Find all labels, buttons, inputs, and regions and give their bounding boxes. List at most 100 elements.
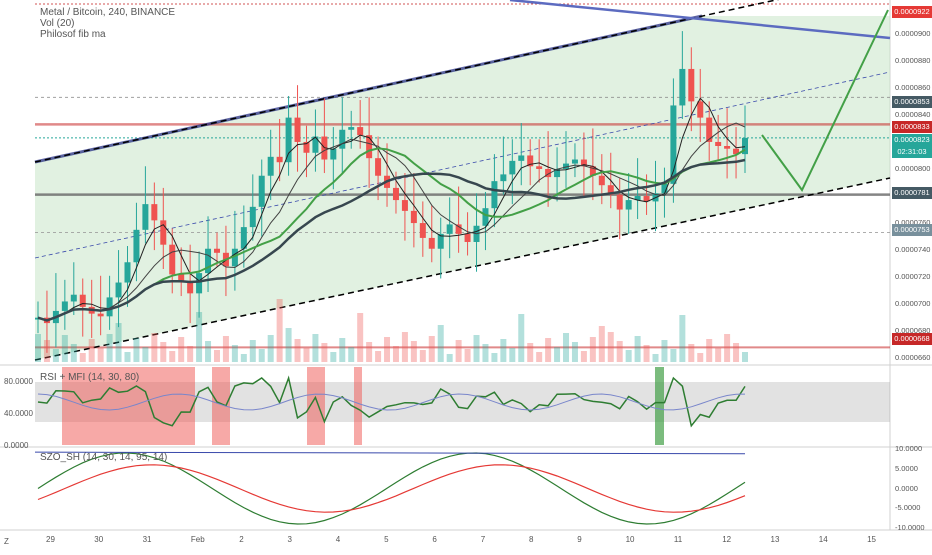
candle-body <box>79 294 86 307</box>
vol-indicator-label[interactable]: Vol (20) <box>40 18 75 29</box>
candle-body <box>249 206 256 228</box>
volume-bar <box>491 353 498 362</box>
price-axis-tick: 0.0000740 <box>895 245 931 255</box>
candle-body <box>124 262 131 283</box>
volume-bar <box>616 341 623 362</box>
candle-body <box>643 196 650 202</box>
volume-bar <box>115 323 122 362</box>
symbol-title[interactable]: Metal / Bitcoin, 240, BINANCE <box>40 7 176 18</box>
candle-body <box>357 127 364 136</box>
price-axis-tick: 0.0000860 <box>895 82 931 92</box>
time-axis-tick: 9 <box>577 535 582 544</box>
volume-bar <box>419 350 426 362</box>
volume-bar <box>142 347 149 362</box>
time-axis-tick: 10 <box>625 535 635 544</box>
volume-bar <box>124 352 131 362</box>
candle-body <box>428 237 435 249</box>
price-axis-tick: 0.0000720 <box>895 272 931 282</box>
fib-ma-label[interactable]: Philosof fib ma <box>40 29 106 40</box>
countdown-tag: 02:31:03 <box>892 146 932 158</box>
volume-bar <box>724 334 731 362</box>
blue-resistance-line <box>509 0 891 40</box>
price-tag-support-2: 0.0000753 <box>892 224 932 236</box>
time-axis-tick: 3 <box>287 535 292 544</box>
volume-bar <box>375 351 382 362</box>
volume-bar <box>643 345 650 362</box>
volume-bar <box>392 346 399 362</box>
volume-bar <box>384 337 391 362</box>
volume-bar <box>634 336 641 362</box>
candle-body <box>375 158 382 176</box>
candle-body <box>392 187 399 201</box>
candle-body <box>151 204 158 221</box>
candle-body <box>598 175 605 186</box>
szo-label[interactable]: SZO_SH (14, 30, 14, 95, 14) <box>40 452 168 463</box>
volume-bar <box>79 353 86 362</box>
candle-body <box>697 101 704 118</box>
candle-body <box>366 135 373 159</box>
candle-body <box>196 273 203 294</box>
volume-bar <box>303 348 310 362</box>
volume-bar <box>437 325 444 362</box>
candle-body <box>312 136 319 153</box>
rsi-mfi-label[interactable]: RSI + MFI (14, 30, 80) <box>40 372 140 383</box>
time-axis-tick: 15 <box>867 535 876 544</box>
volume-bar <box>133 338 140 362</box>
candle-body <box>491 181 498 209</box>
volume-bar <box>670 349 677 362</box>
candle-body <box>419 223 426 238</box>
volume-bar <box>706 339 713 362</box>
candle-body <box>509 160 516 175</box>
candle-body <box>634 196 641 201</box>
volume-bar <box>536 352 543 362</box>
volume-bar <box>88 339 95 362</box>
volume-bar <box>52 349 59 362</box>
mid-trendline <box>34 71 891 259</box>
rsi-axis-tick: 40.0000 <box>4 409 33 418</box>
price-tag-top: 0.0000922 <box>892 6 932 18</box>
volume-bar <box>625 350 632 362</box>
mfi-line <box>37 393 746 411</box>
volume-bar <box>285 328 292 362</box>
volume-bar <box>715 348 722 362</box>
szo-upper-bound <box>34 451 746 455</box>
candle-body <box>500 174 507 182</box>
volume-bar <box>410 341 417 362</box>
candle-body <box>482 208 489 226</box>
time-axis-tick: 2 <box>239 535 244 544</box>
volume-bar <box>697 353 704 362</box>
time-axis-tick: 31 <box>142 535 152 544</box>
volume-bar <box>554 347 561 362</box>
price-axis-tick: 0.0000800 <box>895 163 931 173</box>
candle-body <box>267 156 274 176</box>
candle-body <box>616 194 623 210</box>
volume-bar <box>580 351 587 362</box>
price-tag-resistance-2: 0.0000833 <box>892 121 932 133</box>
volume-bar <box>742 352 748 362</box>
price-axis-tick: 0.0000760 <box>895 218 931 228</box>
candle-body <box>142 204 149 230</box>
candle-body <box>61 301 68 311</box>
candle-body <box>330 148 337 160</box>
mfi-overbought-zone <box>212 367 230 445</box>
volume-bar <box>169 351 176 362</box>
volume-bar <box>428 336 435 362</box>
volume-bar <box>482 344 489 362</box>
candle-body <box>733 148 740 155</box>
mfi-overbought-zone <box>307 367 325 445</box>
candle-body <box>231 248 238 267</box>
time-axis-tick: 12 <box>722 535 732 544</box>
szo-axis-tick: -5.0000 <box>895 503 921 513</box>
candle-body <box>160 220 167 245</box>
price-axis-tick: 0.0000680 <box>895 326 931 336</box>
time-axis-tick: 30 <box>94 535 104 544</box>
volume-bar <box>679 315 686 362</box>
volume-bar <box>661 340 668 362</box>
rsi-axis-tick: 80.0000 <box>4 377 33 386</box>
moving-average-line <box>37 122 746 321</box>
candle-body <box>133 229 140 263</box>
price-axis-tick: 0.0000900 <box>895 28 931 38</box>
volume-bar <box>222 336 229 362</box>
